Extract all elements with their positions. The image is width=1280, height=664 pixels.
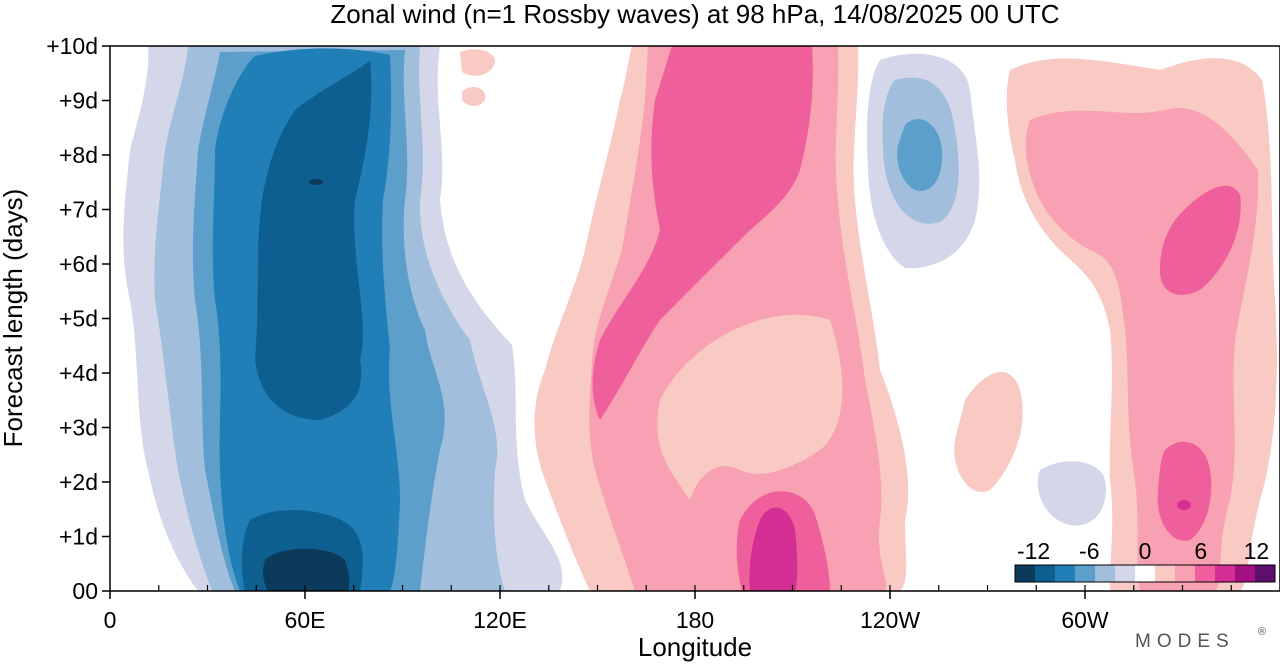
colorbar-frame <box>1014 564 1276 583</box>
x-tick-label: 120W <box>860 607 920 633</box>
x-tick-label: 0 <box>104 607 117 633</box>
x-axis: 0 60E 120E 180 120W 60W <box>104 585 1232 633</box>
colorbar-swatch <box>1195 565 1216 582</box>
contour-westerly-east-6b <box>1157 441 1212 541</box>
contour-westerly-east-6 <box>1160 185 1241 295</box>
contour-easterly-12 <box>263 548 350 591</box>
y-tick-label: +6d <box>59 251 98 277</box>
x-tick-label: 180 <box>676 607 714 633</box>
chart-title: Zonal wind (n=1 Rossby waves) at 98 hPa,… <box>330 0 1059 29</box>
y-axis-label: Forecast length (days) <box>0 189 28 448</box>
colorbar-swatch <box>1075 565 1096 582</box>
y-tick-label: +4d <box>59 360 98 386</box>
y-tick-label: +10d <box>46 33 98 59</box>
y-axis: 00 +1d +2d +3d +4d +5d +6d +7d +8d +9d +10d <box>46 33 110 604</box>
x-tick-label: 60W <box>1061 607 1109 633</box>
colorbar-swatch <box>1015 565 1036 582</box>
y-tick-label: +9d <box>59 88 98 114</box>
x-axis-label: Longitude <box>638 632 752 662</box>
colorbar-label: 0 <box>1139 538 1152 564</box>
colorbar-label: -6 <box>1079 538 1099 564</box>
colorbar-swatch <box>1055 565 1076 582</box>
colorbar-swatch <box>1135 565 1156 582</box>
y-tick-label: 00 <box>72 578 98 604</box>
colorbar-label: -12 <box>1017 538 1050 564</box>
contour-patch-c <box>462 86 486 106</box>
y-tick-label: +8d <box>59 142 98 168</box>
colorbar-swatch <box>1035 565 1056 582</box>
brand-mark: ® <box>1258 626 1266 638</box>
colorbar-swatch <box>1095 565 1116 582</box>
contour-pocket-6 <box>897 119 943 191</box>
contour-westerly-east-8 <box>1177 500 1191 510</box>
contour-easterly-10 <box>255 60 372 420</box>
y-tick-label: +3d <box>59 415 98 441</box>
modes-logo: MODES ® <box>1135 626 1266 652</box>
contour-westerly-2-inner <box>657 314 843 500</box>
contour-easterly-12b <box>309 179 323 185</box>
colorbar-swatch <box>1255 565 1276 582</box>
y-tick-label: +5d <box>59 306 98 332</box>
contour-patch-a <box>954 371 1023 492</box>
colorbar-swatch <box>1215 565 1236 582</box>
contour-patch-b <box>460 49 495 76</box>
contour-field <box>123 46 1277 591</box>
colorbar-swatch <box>1235 565 1256 582</box>
y-tick-label: +2d <box>59 469 98 495</box>
x-tick-label: 120E <box>473 607 527 633</box>
contour-pocket-2b <box>1037 461 1106 526</box>
colorbar: -12 -6 0 6 12 <box>1014 538 1276 583</box>
colorbar-swatch <box>1175 565 1196 582</box>
contour-westerly-8 <box>749 507 798 591</box>
contour-westerly-6 <box>592 46 813 420</box>
colorbar-label: 12 <box>1244 538 1270 564</box>
brand-text: MODES <box>1135 631 1235 652</box>
colorbar-swatch <box>1115 565 1136 582</box>
colorbar-label: 6 <box>1194 538 1207 564</box>
y-tick-label: +1d <box>59 524 98 550</box>
y-tick-label: +7d <box>59 197 98 223</box>
x-tick-label: 60E <box>285 607 326 633</box>
colorbar-swatch <box>1155 565 1176 582</box>
